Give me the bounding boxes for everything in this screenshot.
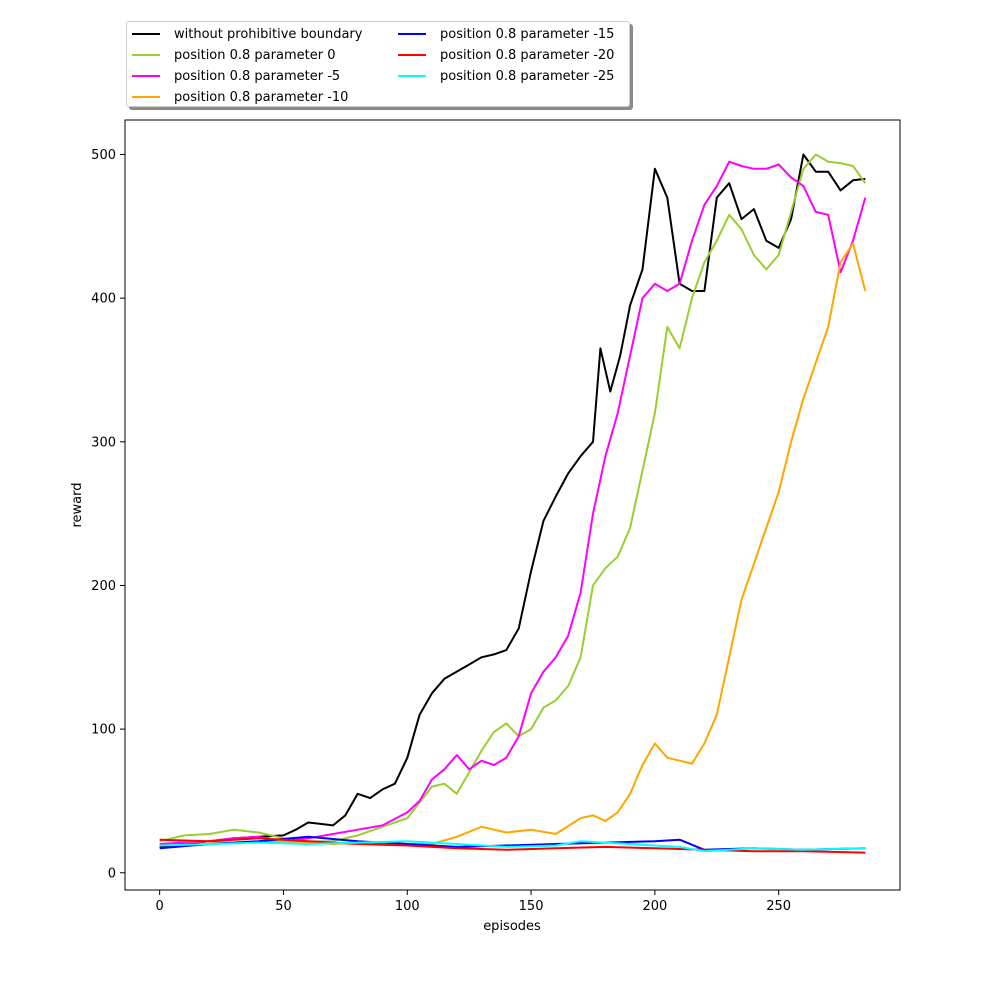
legend-label: position 0.8 parameter -25 [440,68,615,84]
legend-swatch [132,33,160,35]
legend-item: position 0.8 parameter 0 [132,45,335,65]
series-lines [159,153,867,854]
legend: without prohibitive boundary position 0.8… [126,21,630,107]
plot-area [125,120,900,890]
series-line-7 [159,840,866,853]
x-tick-label: 200 [642,899,667,914]
series-line-6 [159,837,866,854]
y-tick-label: 0 [108,866,116,881]
x-tick-label: 150 [519,899,544,914]
plot-frame [124,119,901,891]
legend-label: position 0.8 parameter -10 [174,89,349,105]
x-tick-label: 100 [395,899,420,914]
x-tick-label: 50 [275,899,292,914]
y-tick-label: 500 [91,148,116,163]
legend-label: position 0.8 parameter -20 [440,47,615,63]
legend-swatch [398,54,426,56]
series-line-1 [159,153,866,848]
y-tick-label: 100 [91,723,116,738]
legend-swatch [132,54,160,56]
legend-label: without prohibitive boundary [174,26,363,42]
legend-swatch [132,75,160,77]
series-line-3 [159,160,867,845]
y-tick-label: 200 [91,579,116,594]
y-tick-label: 400 [91,292,116,307]
legend-item: position 0.8 parameter -15 [398,24,614,44]
legend-swatch [132,96,160,98]
legend-label: position 0.8 parameter -5 [174,68,341,84]
legend-item: without prohibitive boundary [132,24,362,44]
legend-item: position 0.8 parameter -25 [398,66,614,86]
y-axis-ticks: 0 100 200 300 400 500 [91,148,125,881]
x-tick-label: 0 [156,899,164,914]
legend-swatch [398,33,426,35]
y-axis-label: reward [70,482,85,527]
series-line-2 [159,153,867,843]
legend-swatch [398,75,426,77]
y-tick-label: 300 [91,435,116,450]
x-axis-label: episodes [483,919,541,934]
legend-label: position 0.8 parameter -15 [440,26,615,42]
legend-label: position 0.8 parameter 0 [174,47,336,63]
legend-item: position 0.8 parameter -20 [398,45,614,65]
x-tick-label: 250 [766,899,791,914]
legend-item: position 0.8 parameter -5 [132,66,340,86]
legend-item: position 0.8 parameter -10 [132,87,348,107]
x-axis-ticks: 0 50 100 150 200 250 [156,890,791,914]
